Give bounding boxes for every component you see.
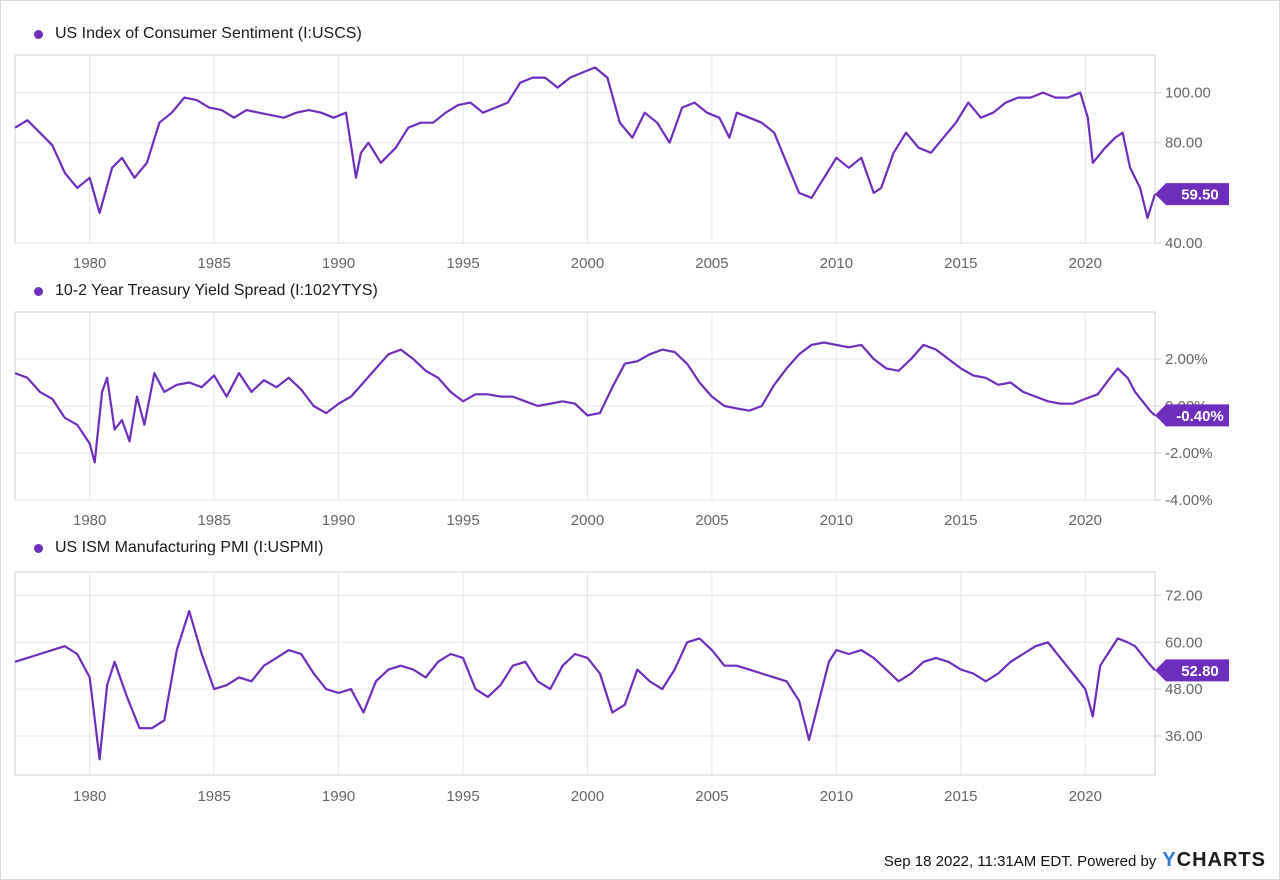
- y-tick-label: 2.00%: [1165, 351, 1208, 368]
- ycharts-logo-y: Y: [1162, 849, 1177, 871]
- ycharts-logo-text: CHARTS: [1176, 849, 1266, 871]
- yield-spread-chart[interactable]: 1980 1985 1990 1995 2000 2005 2010 2015 2020 -4.0…: [0, 260, 1280, 540]
- x-tick-label: 2020: [1069, 788, 1102, 805]
- legend-entry[interactable]: US Index of Consumer Sentiment (I:USCS): [34, 25, 362, 43]
- chart-title: US ISM Manufacturing PMI (I:USPMI): [55, 539, 324, 556]
- legend-entry[interactable]: 10-2 Year Treasury Yield Spread (I:102YT…: [34, 282, 378, 300]
- x-tick-label: 2010: [820, 255, 853, 272]
- x-tick-label: 2020: [1069, 255, 1102, 272]
- badge-shape: [1155, 183, 1229, 206]
- x-tick-label: 1995: [446, 255, 479, 272]
- x-tick-label: 2015: [944, 788, 977, 805]
- plot-area: [14, 571, 1156, 776]
- y-tick-label: 48.00: [1165, 681, 1203, 698]
- x-tick-label: 2005: [695, 512, 728, 529]
- x-tick-label: 1980: [73, 512, 106, 529]
- last-value-label: -0.40%: [1176, 408, 1224, 425]
- last-value-label: 59.50: [1181, 187, 1219, 204]
- x-tick-label: 1990: [322, 788, 355, 805]
- x-tick-label: 1990: [322, 512, 355, 529]
- y-tick-label: 36.00: [1165, 728, 1203, 745]
- footer-timestamp: Sep 18 2022, 11:31AM EDT. Powered by: [883, 853, 1157, 870]
- last-value-badge: -0.40%: [1155, 404, 1229, 427]
- x-tick-label: 1985: [197, 788, 230, 805]
- badge-shape: [1155, 404, 1229, 427]
- x-tick-label: 1985: [197, 512, 230, 529]
- legend-dot-icon: [34, 543, 43, 553]
- x-tick-label: 1985: [197, 255, 230, 272]
- series-line[interactable]: [14, 609, 1156, 761]
- legend-dot-icon: [34, 286, 43, 296]
- y-tick-label: 60.00: [1165, 634, 1203, 651]
- y-tick-label: 80.00: [1165, 135, 1203, 152]
- x-tick-label: 2005: [695, 255, 728, 272]
- chart-panel-consumer-sentiment: US Index of Consumer Sentiment (I:USCS) …: [0, 0, 1280, 280]
- y-tick-label: -4.00%: [1165, 492, 1213, 509]
- x-tick-label: 1980: [73, 255, 106, 272]
- x-tick-label: 2000: [571, 512, 604, 529]
- x-tick-label: 1995: [446, 788, 479, 805]
- series-line[interactable]: [14, 341, 1156, 464]
- x-tick-label: 1995: [446, 512, 479, 529]
- x-tick-label: 1990: [322, 255, 355, 272]
- chart-title: US Index of Consumer Sentiment (I:USCS): [55, 25, 362, 42]
- y-tick-label: 72.00: [1165, 587, 1203, 604]
- last-value-badge: 52.80: [1155, 659, 1229, 682]
- series-line[interactable]: [14, 66, 1157, 219]
- badge-shape: [1155, 659, 1229, 682]
- x-tick-label: 1980: [73, 788, 106, 805]
- consumer-sentiment-chart[interactable]: 1980 1985 1990 1995 2000 2005 2010 2015 2020 40.0…: [0, 0, 1280, 280]
- x-tick-label: 2010: [820, 512, 853, 529]
- legend-entry[interactable]: US ISM Manufacturing PMI (I:USPMI): [34, 539, 324, 557]
- x-tick-label: 2000: [571, 255, 604, 272]
- ycharts-logo[interactable]: YCHARTS: [1162, 849, 1266, 872]
- chart-panel-ism-pmi: US ISM Manufacturing PMI (I:USPMI) 1980 1…: [0, 525, 1280, 805]
- last-value-badge: 59.50: [1155, 183, 1229, 206]
- x-tick-label: 2015: [944, 255, 977, 272]
- x-tick-label: 2010: [820, 788, 853, 805]
- x-tick-label: 2005: [695, 788, 728, 805]
- y-tick-label: -2.00%: [1165, 445, 1213, 462]
- legend-dot-icon: [34, 29, 43, 39]
- x-tick-label: 2000: [571, 788, 604, 805]
- ism-pmi-chart[interactable]: 1980 1985 1990 1995 2000 2005 2010 2015 2020 36.0…: [0, 525, 1280, 805]
- y-tick-label: 40.00: [1165, 235, 1203, 252]
- chart-panel-yield-spread: 10-2 Year Treasury Yield Spread (I:102YT…: [0, 260, 1280, 540]
- y-tick-label: 100.00: [1165, 85, 1211, 102]
- chart-title: 10-2 Year Treasury Yield Spread (I:102YT…: [55, 282, 378, 299]
- last-value-label: 52.80: [1181, 663, 1219, 680]
- chart-footer: Sep 18 2022, 11:31AM EDT. Powered by YCH…: [884, 849, 1266, 872]
- x-tick-label: 2015: [944, 512, 977, 529]
- x-tick-label: 2020: [1069, 512, 1102, 529]
